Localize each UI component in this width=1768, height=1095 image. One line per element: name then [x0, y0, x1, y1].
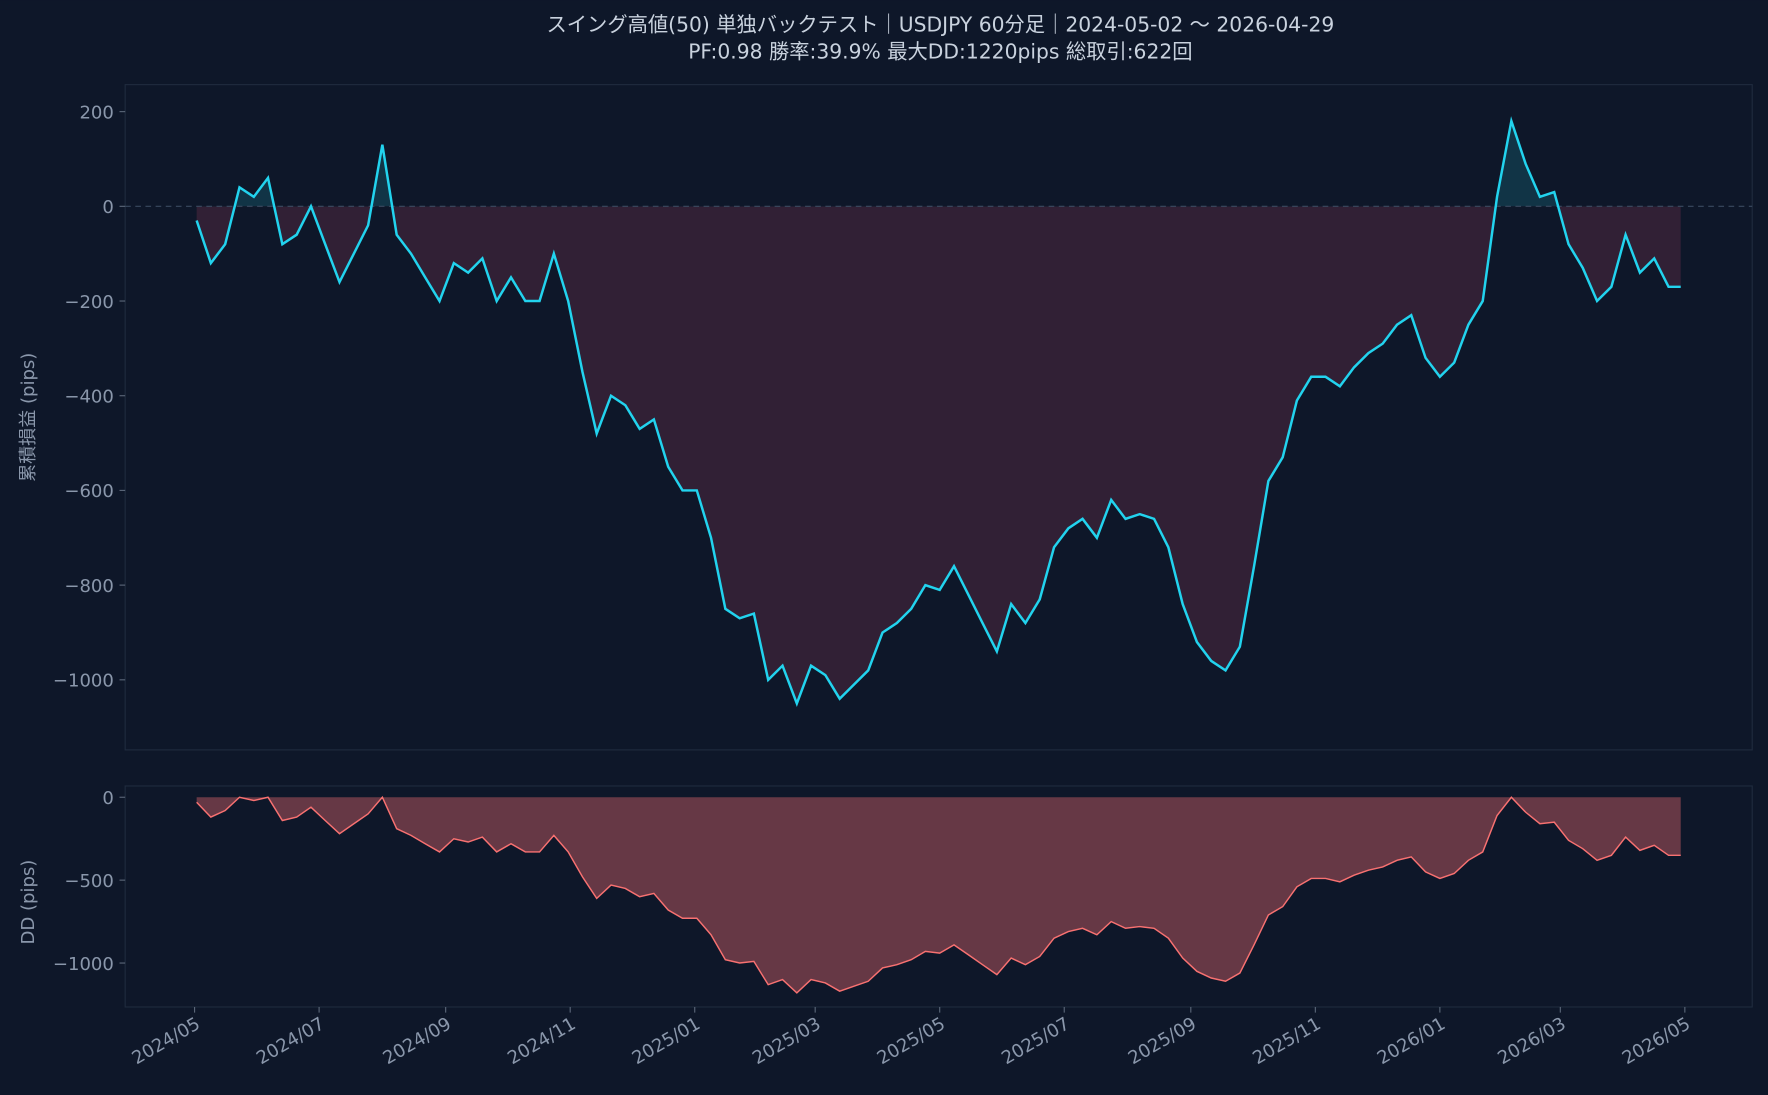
- chart-subtitle: PF:0.98 勝率:39.9% 最大DD:1220pips 総取引:622回: [688, 40, 1192, 64]
- y-tick-label: −400: [64, 386, 114, 407]
- y-tick-label: −500: [64, 871, 114, 892]
- y-tick-label: 0: [102, 788, 113, 809]
- y-tick-label: 0: [102, 197, 113, 218]
- chart-title: スイング高値(50) 単独バックテスト｜USDJPY 60分足｜2024-05-…: [546, 13, 1334, 37]
- y-axis-label: DD (pips): [18, 860, 39, 945]
- y-tick-label: −600: [64, 481, 114, 502]
- area: [196, 797, 1681, 993]
- line: [195, 116, 1681, 707]
- y-axis-label: 累積損益 (pips): [18, 353, 39, 482]
- area-below: [196, 206, 1681, 704]
- y-tick-label: −200: [64, 292, 114, 313]
- y-tick-label: 200: [79, 102, 113, 123]
- y-tick-label: −1000: [53, 671, 114, 692]
- line: [196, 795, 1681, 994]
- y-tick-label: −800: [64, 576, 114, 597]
- y-tick-label: −1000: [53, 954, 114, 975]
